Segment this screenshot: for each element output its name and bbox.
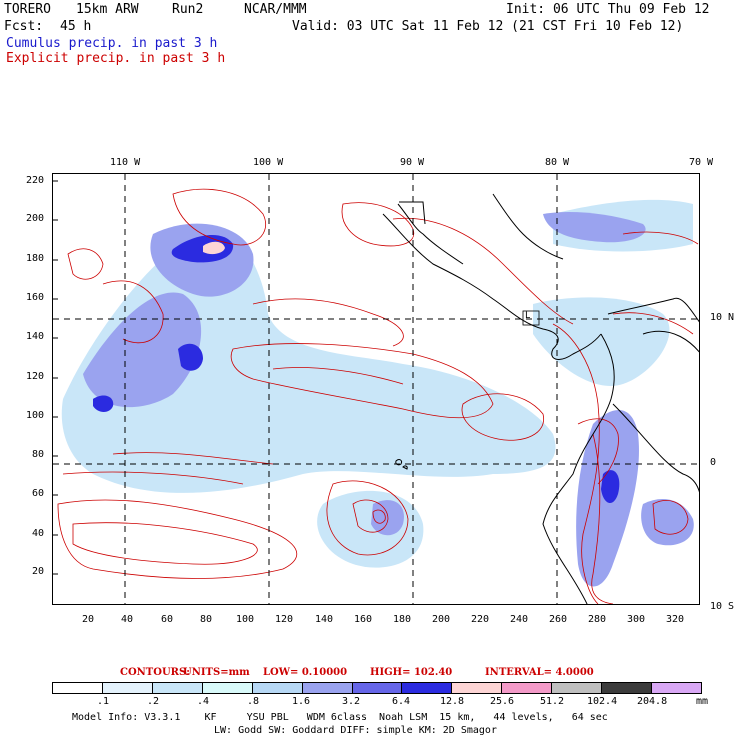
storm-marker: L (525, 311, 531, 321)
coastlines (382, 193, 699, 604)
forecast-hour: 45 h (60, 19, 92, 34)
y-tick: 80 (32, 449, 45, 460)
colorbar-label: .2 (147, 696, 160, 707)
y-tick: 40 (32, 528, 45, 539)
colorbar-swatch (352, 683, 403, 693)
colorbar-swatch (452, 683, 503, 693)
y-tick: 200 (26, 213, 45, 224)
model-resolution: 15km ARW (76, 2, 139, 17)
lat-label-10n: 10 N (710, 312, 735, 323)
lat-label-0: 0 (710, 457, 717, 468)
contours-high: HIGH= 102.40 (370, 667, 453, 678)
x-tick: 120 (275, 614, 294, 625)
y-tick: 220 (26, 175, 45, 186)
colorbar-label: 12.8 (440, 696, 465, 707)
colorbar-label: 3.2 (342, 696, 361, 707)
x-tick: 100 (236, 614, 255, 625)
x-tick: 40 (121, 614, 134, 625)
x-tick: 60 (161, 614, 174, 625)
lat-lon-grid (53, 174, 699, 604)
lon-label-100w: 100 W (253, 157, 284, 168)
precip-shading-heavy (93, 234, 620, 504)
colorbar-swatch (502, 683, 553, 693)
contours-label: CONTOURS: (120, 667, 190, 678)
init-time: Init: 06 UTC Thu 09 Feb 12 (506, 2, 710, 17)
x-tick: 140 (315, 614, 334, 625)
colorbar-swatch (602, 683, 653, 693)
colorbar-label: 6.4 (392, 696, 411, 707)
x-tick: 260 (549, 614, 568, 625)
x-tick: 180 (393, 614, 412, 625)
x-tick: 160 (354, 614, 373, 625)
x-tick: 280 (588, 614, 607, 625)
contours-low: LOW= 0.10000 (263, 667, 348, 678)
colorbar-label: 25.6 (490, 696, 515, 707)
colorbar-unit: mm (696, 696, 709, 707)
y-tick: 180 (26, 253, 45, 264)
explicit-legend: Explicit precip. in past 3 h (6, 51, 226, 66)
grid-ticks (53, 180, 58, 575)
x-tick: 300 (627, 614, 646, 625)
contours-interval: INTERVAL= 4.0000 (485, 667, 594, 678)
precip-colorbar (52, 682, 702, 694)
lat-label-10s: 10 S (710, 601, 735, 612)
precip-shading-extreme (203, 241, 225, 255)
forecast-label: Fcst: (4, 19, 44, 34)
x-tick: 200 (432, 614, 451, 625)
physics-info-line: LW: Godd SW: Goddard DIFF: simple KM: 2D… (214, 725, 497, 736)
lon-label-110w: 110 W (110, 157, 141, 168)
run-label: Run2 (172, 2, 204, 17)
colorbar-label: 102.4 (587, 696, 618, 707)
model-info-line: Model Info: V3.3.1 KF YSU PBL WDM 6class… (72, 712, 608, 723)
y-tick: 100 (26, 410, 45, 421)
colorbar-swatch (252, 683, 303, 693)
precipitation-map: L (52, 173, 700, 605)
y-tick: 160 (26, 292, 45, 303)
y-tick: 20 (32, 566, 45, 577)
x-tick: 80 (200, 614, 213, 625)
colorbar-swatch (202, 683, 253, 693)
colorbar-swatch (152, 683, 203, 693)
y-tick: 120 (26, 371, 45, 382)
contours-units: UNITS=mm (183, 667, 250, 678)
y-tick: 140 (26, 331, 45, 342)
colorbar-label: .8 (247, 696, 260, 707)
colorbar-swatch (402, 683, 453, 693)
model-name: TORERO (4, 2, 51, 17)
colorbar-label: 204.8 (637, 696, 668, 707)
lon-label-90w: 90 W (400, 157, 425, 168)
colorbar-swatch (302, 683, 353, 693)
center-label: NCAR/MMM (244, 2, 307, 17)
colorbar-label: 51.2 (540, 696, 565, 707)
x-tick: 220 (471, 614, 490, 625)
colorbar-swatch (652, 683, 701, 693)
colorbar-swatch (102, 683, 153, 693)
colorbar-label: 1.6 (292, 696, 311, 707)
lon-label-70w: 70 W (689, 157, 714, 168)
x-tick: 20 (82, 614, 95, 625)
colorbar-swatch (552, 683, 603, 693)
colorbar-label: .1 (97, 696, 110, 707)
x-tick: 320 (666, 614, 685, 625)
lon-label-80w: 80 W (545, 157, 570, 168)
valid-time: Valid: 03 UTC Sat 11 Feb 12 (21 CST Fri … (292, 19, 684, 34)
y-tick: 60 (32, 488, 45, 499)
colorbar-swatch (53, 683, 103, 693)
cumulus-legend: Cumulus precip. in past 3 h (6, 36, 218, 51)
colorbar-label: .4 (197, 696, 210, 707)
x-tick: 240 (510, 614, 529, 625)
explicit-precip-contours (57, 188, 699, 604)
